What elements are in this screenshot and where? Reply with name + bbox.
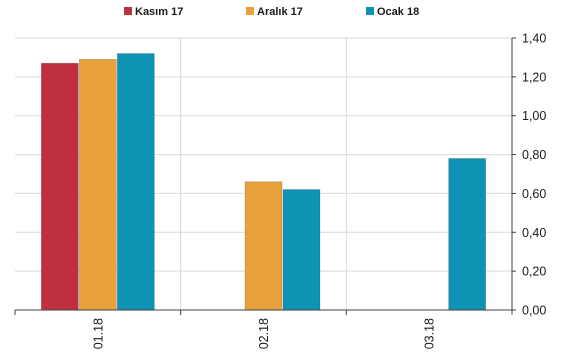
bars	[41, 53, 486, 311]
legend-swatch	[246, 7, 254, 15]
y-tick-label: 1,00	[522, 109, 546, 123]
bar-ocak-18-03.18	[448, 158, 486, 311]
bar-aralık-17-01.18	[79, 59, 117, 311]
legend-swatch	[366, 7, 374, 15]
bar-kasım-17-01.18	[41, 62, 79, 311]
bar-aralık-17-02.18	[244, 181, 283, 311]
bar-ocak-18-02.18	[282, 189, 321, 311]
legend-label: Kasım 17	[135, 6, 183, 18]
y-tick-label: 0,40	[522, 226, 546, 240]
x-category-label: 01.18	[91, 318, 105, 349]
y-tick-label: 0,00	[522, 304, 546, 318]
legend-label: Aralık 17	[257, 6, 303, 18]
x-category-label: 03.18	[423, 318, 437, 349]
y-tick-label: 0,60	[522, 187, 546, 201]
x-axis-category-labels: 01.18 02.18 03.18	[91, 318, 436, 349]
x-category-label: 02.18	[257, 318, 271, 349]
legend-swatch	[124, 7, 132, 15]
axes	[14, 37, 516, 315]
y-tick-label: 0,80	[522, 148, 546, 162]
legend-label: Ocak 18	[377, 6, 419, 18]
y-tick-label: 0,20	[522, 265, 546, 279]
legend: Kasım 17 Aralık 17 Ocak 18	[124, 6, 419, 18]
y-axis-tick-labels: 0,00 0,20 0,40 0,60 0,80 1,00 1,20 1,40	[522, 32, 546, 318]
y-tick-label: 1,40	[522, 32, 546, 46]
y-tick-label: 1,20	[522, 70, 546, 84]
bar-ocak-18-01.18	[117, 53, 155, 311]
